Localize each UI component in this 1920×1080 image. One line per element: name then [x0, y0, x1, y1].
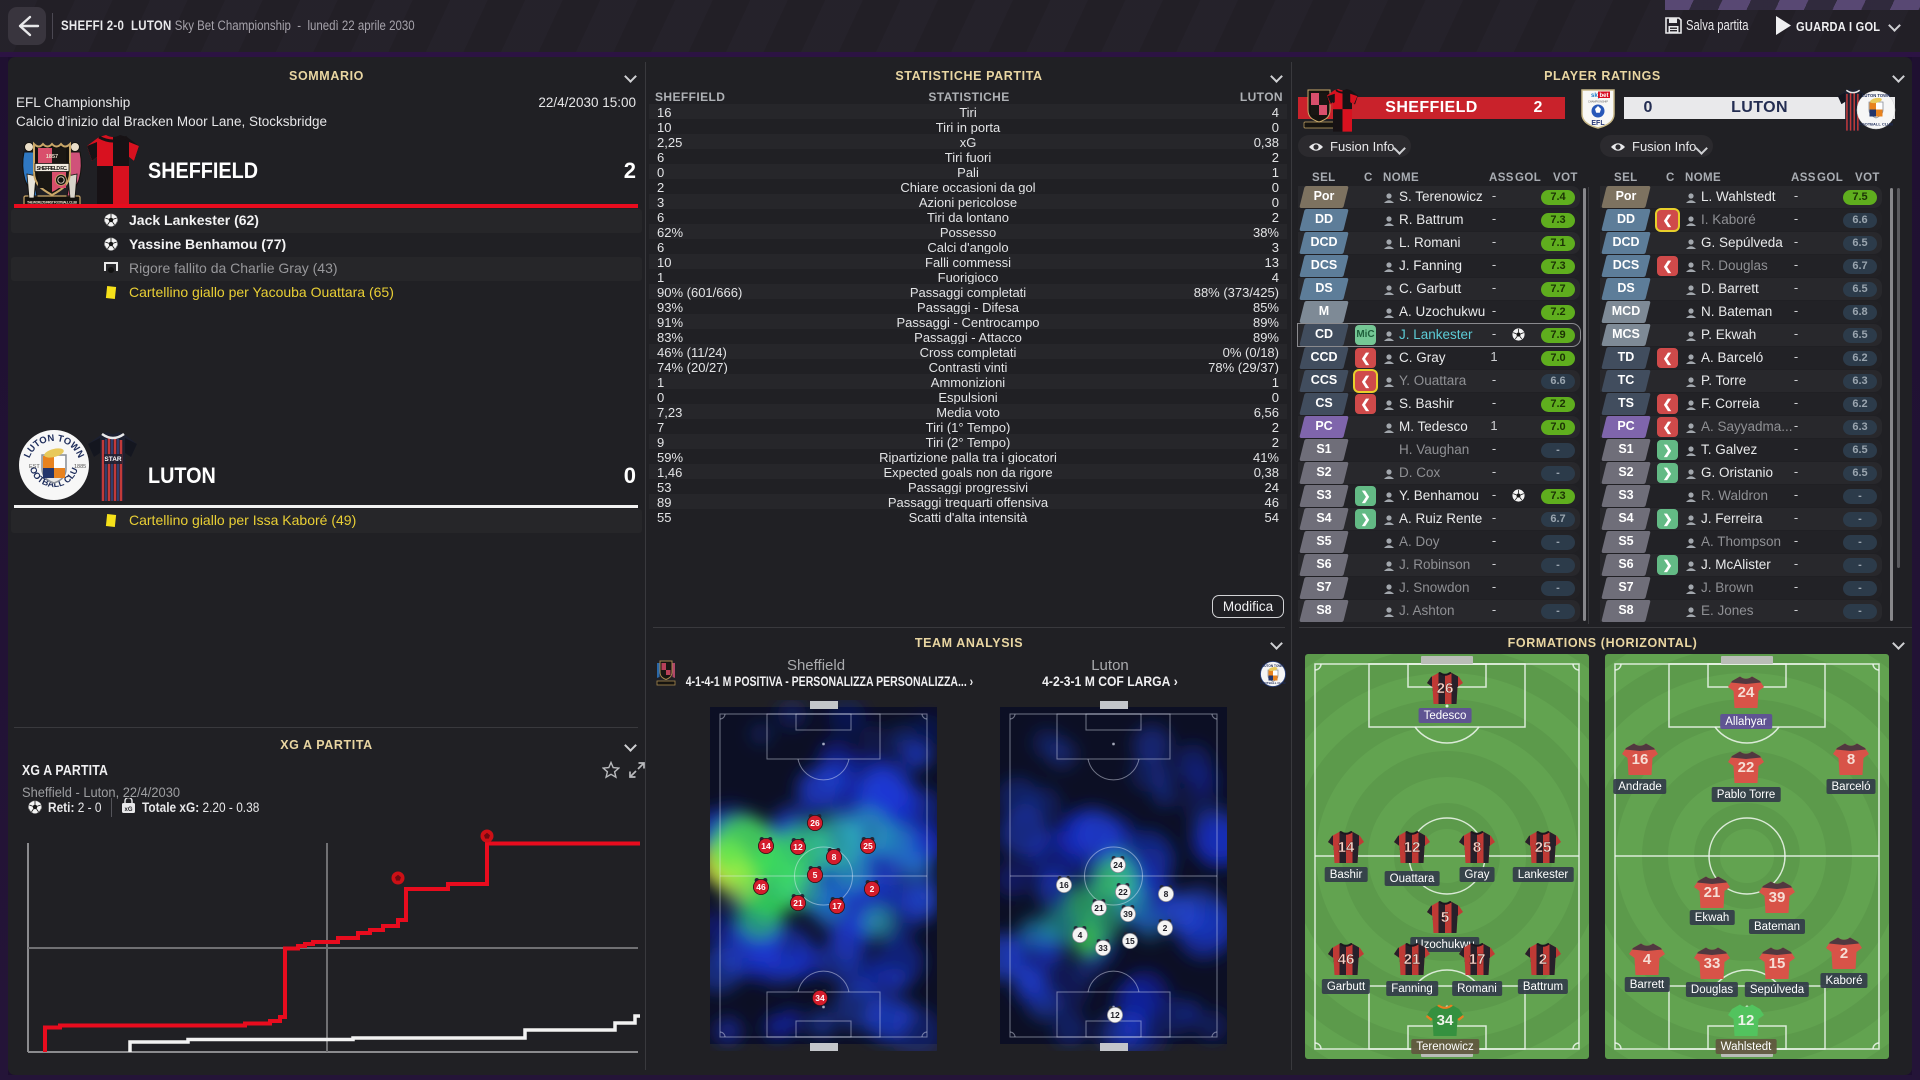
svg-text:12: 12 — [1404, 839, 1421, 856]
svg-text:12: 12 — [1738, 1012, 1755, 1029]
svg-text:1885: 1885 — [74, 464, 86, 470]
svg-text:sky: sky — [1591, 93, 1602, 99]
svg-text:22: 22 — [1118, 887, 1128, 897]
svg-text:33: 33 — [1704, 955, 1721, 972]
svg-text:26: 26 — [1437, 680, 1454, 697]
svg-text:12: 12 — [793, 842, 803, 852]
svg-text:LUTON TOWN: LUTON TOWN — [1262, 664, 1284, 668]
svg-text:15: 15 — [1125, 936, 1135, 946]
svg-text:17: 17 — [1469, 951, 1486, 968]
svg-text:1857: 1857 — [46, 154, 58, 160]
svg-text:16: 16 — [1059, 880, 1069, 890]
svg-text:39: 39 — [1123, 909, 1133, 919]
svg-text:24: 24 — [1113, 860, 1123, 870]
svg-text:34: 34 — [1437, 1012, 1454, 1029]
svg-text:16: 16 — [1632, 751, 1649, 768]
svg-text:4: 4 — [1078, 930, 1083, 940]
svg-text:12: 12 — [1110, 1010, 1120, 1020]
svg-text:33: 33 — [1098, 943, 1108, 953]
svg-text:5: 5 — [813, 870, 818, 880]
svg-text:CHAMPIONSHIP: CHAMPIONSHIP — [1588, 100, 1608, 104]
svg-text:bet: bet — [1600, 93, 1609, 99]
svg-text:8: 8 — [1164, 889, 1169, 899]
svg-text:14: 14 — [1338, 839, 1355, 856]
svg-text:17: 17 — [832, 901, 842, 911]
svg-text:15: 15 — [1769, 955, 1786, 972]
svg-text:xG: xG — [124, 807, 132, 813]
svg-text:14: 14 — [761, 841, 771, 851]
svg-text:22: 22 — [1738, 759, 1755, 776]
svg-text:5: 5 — [1441, 909, 1449, 926]
svg-text:FOOTBALL CLUB: FOOTBALL CLUB — [1859, 122, 1893, 127]
svg-text:21: 21 — [1094, 903, 1104, 913]
svg-text:8: 8 — [1847, 751, 1855, 768]
svg-text:FOOTBALL CLUB: FOOTBALL CLUB — [1260, 681, 1286, 685]
svg-text:26: 26 — [810, 818, 820, 828]
svg-text:2: 2 — [1163, 923, 1168, 933]
svg-text:LUTON TOWN: LUTON TOWN — [1862, 93, 1890, 98]
svg-text:8: 8 — [832, 852, 837, 862]
svg-text:EFL: EFL — [1591, 120, 1605, 127]
svg-text:39: 39 — [1769, 889, 1786, 906]
svg-text:2: 2 — [1539, 951, 1547, 968]
svg-text:2: 2 — [870, 884, 875, 894]
svg-text:21: 21 — [793, 898, 803, 908]
svg-text:EST: EST — [29, 464, 40, 470]
svg-text:34: 34 — [815, 993, 825, 1003]
svg-text:8: 8 — [1473, 839, 1481, 856]
svg-text:STAR: STAR — [104, 456, 122, 463]
svg-text:4: 4 — [1643, 951, 1652, 968]
svg-text:THE WORLD'S FIRST FOOTBALL CLU: THE WORLD'S FIRST FOOTBALL CLUB — [27, 201, 78, 205]
svg-text:46: 46 — [756, 882, 766, 892]
svg-text:2: 2 — [1840, 945, 1848, 962]
svg-text:25: 25 — [1535, 839, 1552, 856]
svg-text:SHEFFIELD F.C.: SHEFFIELD F.C. — [37, 166, 69, 172]
svg-text:21: 21 — [1404, 951, 1421, 968]
svg-text:46: 46 — [1338, 951, 1355, 968]
svg-text:24: 24 — [1738, 684, 1755, 701]
svg-text:21: 21 — [1704, 884, 1721, 901]
svg-text:25: 25 — [863, 841, 873, 851]
